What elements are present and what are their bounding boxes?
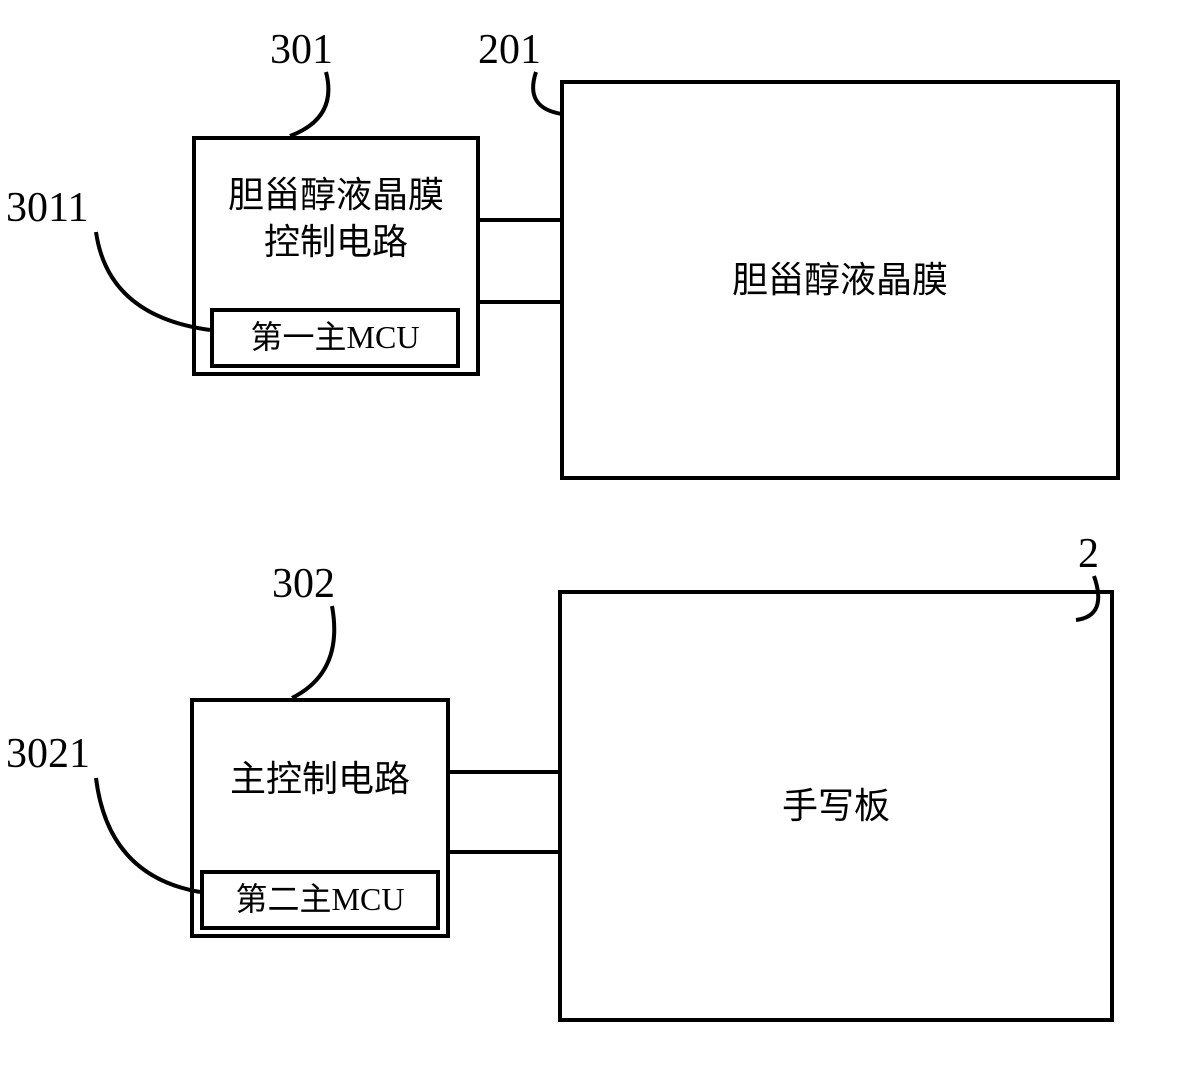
lead-3021 — [0, 0, 1204, 1065]
diagram-canvas: 胆甾醇液晶膜 控制电路 第一主MCU 胆甾醇液晶膜 主控制电路 第二主MCU 手… — [0, 0, 1204, 1065]
